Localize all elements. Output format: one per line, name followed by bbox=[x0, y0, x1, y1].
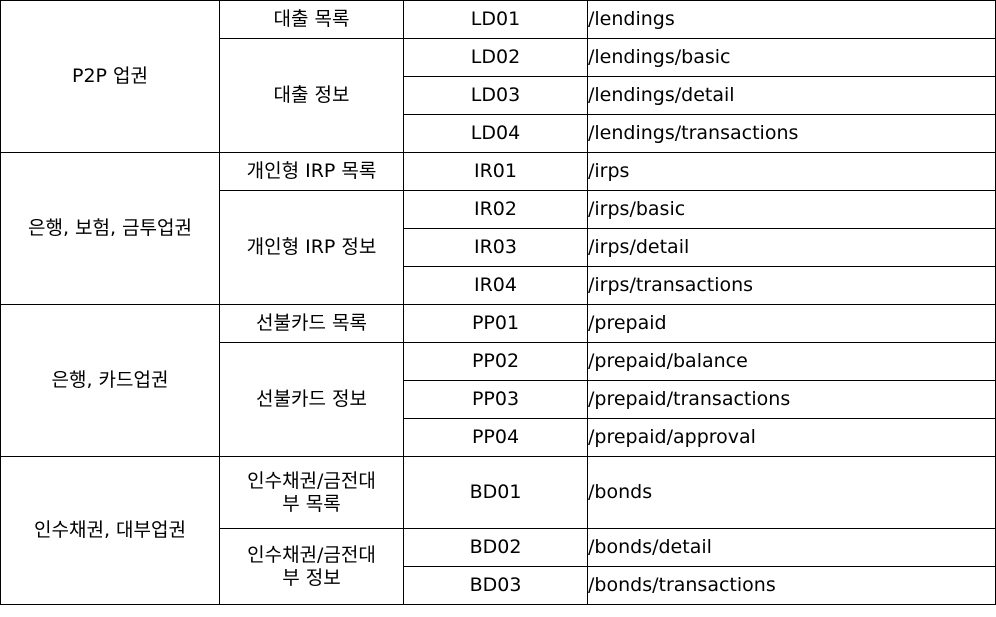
api-path-cell: /prepaid/approval bbox=[587, 418, 996, 457]
api-code-cell: LD02 bbox=[403, 38, 588, 77]
api-code-cell: BD01 bbox=[403, 456, 588, 529]
api-code-cell: PP03 bbox=[403, 380, 588, 419]
api-code-cell: PP01 bbox=[403, 304, 588, 343]
api-code-cell: IR02 bbox=[403, 190, 588, 229]
industry-cell: 인수채권, 대부업권 bbox=[0, 456, 220, 605]
api-path-cell: /prepaid/balance bbox=[587, 342, 996, 381]
table-row: LD04 /lendings/transactions bbox=[1, 114, 996, 153]
api-path-cell: /irps/transactions bbox=[587, 266, 996, 305]
table-row: BD03 /bonds/transactions bbox=[1, 566, 996, 605]
api-path-cell: /irps/basic bbox=[587, 190, 996, 229]
table-row: 선불카드 정보 PP02 /prepaid/balance bbox=[1, 342, 996, 457]
industry-cell: P2P 업권 bbox=[0, 0, 220, 153]
api-name-cell: 선불카드 목록 bbox=[219, 304, 404, 343]
api-name-cell: 대출 목록 bbox=[219, 0, 404, 39]
industry-cell: 은행, 카드업권 bbox=[0, 304, 220, 457]
table-row: PP04 /prepaid/approval bbox=[1, 418, 996, 457]
api-code-cell: LD04 bbox=[403, 114, 588, 153]
table-row: 대출 정보 LD02 /lendings/basic bbox=[1, 38, 996, 153]
api-code-cell: IR03 bbox=[403, 228, 588, 267]
api-path-cell: /lendings/basic bbox=[587, 38, 996, 77]
api-code-cell: IR01 bbox=[403, 152, 588, 191]
api-name-cell: 개인형 IRP 정보 bbox=[219, 190, 404, 305]
api-path-cell: /irps bbox=[587, 152, 996, 191]
api-path-cell: /irps/detail bbox=[587, 228, 996, 267]
api-path-cell: /bonds/detail bbox=[587, 528, 996, 567]
api-code-cell: PP02 bbox=[403, 342, 588, 381]
api-name-cell: 선불카드 정보 bbox=[219, 342, 404, 457]
api-code-cell: LD01 bbox=[403, 0, 588, 39]
api-path-cell: /lendings/transactions bbox=[587, 114, 996, 153]
api-name-cell: 대출 정보 bbox=[219, 38, 404, 153]
industry-cell: 은행, 보험, 금투업권 bbox=[0, 152, 220, 305]
table-row: IR03 /irps/detail bbox=[1, 228, 996, 267]
api-path-cell: /lendings/detail bbox=[587, 76, 996, 115]
api-path-cell: /prepaid/transactions bbox=[587, 380, 996, 419]
api-code-cell: BD02 bbox=[403, 528, 588, 567]
api-path-cell: /bonds/transactions bbox=[587, 566, 996, 605]
api-path-cell: /bonds bbox=[587, 456, 996, 529]
api-code-cell: BD03 bbox=[403, 566, 588, 605]
table-row: IR04 /irps/transactions bbox=[1, 266, 996, 305]
api-code-cell: IR04 bbox=[403, 266, 588, 305]
api-name-cell: 인수채권/금전대 부 목록 bbox=[219, 456, 404, 529]
api-name-cell: 개인형 IRP 목록 bbox=[219, 152, 404, 191]
table-row: 인수채권/금전대 부 정보 BD02 /bonds/detail bbox=[1, 528, 996, 605]
table-row: PP03 /prepaid/transactions bbox=[1, 380, 996, 419]
api-name-cell: 인수채권/금전대 부 정보 bbox=[219, 528, 404, 605]
table-row: LD03 /lendings/detail bbox=[1, 76, 996, 115]
table-row: 개인형 IRP 정보 IR02 /irps/basic bbox=[1, 190, 996, 305]
table-row: 인수채권, 대부업권 인수채권/금전대 부 목록 BD01 /bonds bbox=[0, 456, 996, 605]
api-path-cell: /lendings bbox=[587, 0, 996, 39]
table-row: P2P 업권 대출 목록 LD01 /lendings bbox=[0, 0, 996, 153]
api-path-cell: /prepaid bbox=[587, 304, 996, 343]
api-code-cell: PP04 bbox=[403, 418, 588, 457]
table-row: 은행, 카드업권 선불카드 목록 PP01 /prepaid bbox=[0, 304, 996, 457]
api-code-cell: LD03 bbox=[403, 76, 588, 115]
table-row: 은행, 보험, 금투업권 개인형 IRP 목록 IR01 /irps bbox=[0, 152, 996, 305]
